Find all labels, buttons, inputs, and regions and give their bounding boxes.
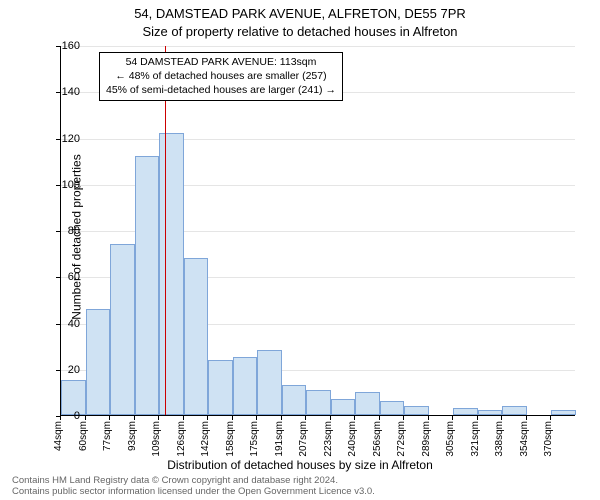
annotation-line2: ← 48% of detached houses are smaller (25…: [106, 69, 336, 83]
y-tick-label: 140: [45, 86, 80, 98]
histogram-plot: 54 DAMSTEAD PARK AVENUE: 113sqm ← 48% of…: [60, 46, 575, 416]
y-tick-mark: [56, 92, 60, 93]
y-tick-label: 100: [45, 179, 80, 191]
x-tick-label: 44sqm: [53, 421, 67, 461]
histogram-bar: [86, 309, 111, 415]
histogram-bar: [110, 244, 135, 415]
x-tick-label: 93sqm: [127, 421, 141, 461]
x-tick-label: 126sqm: [176, 421, 190, 461]
gridline-h: [61, 46, 575, 47]
histogram-bar: [331, 399, 356, 415]
histogram-bar: [184, 258, 209, 415]
x-tick-label: 338sqm: [494, 421, 508, 461]
chart-container: 54, DAMSTEAD PARK AVENUE, ALFRETON, DE55…: [0, 0, 600, 500]
histogram-bar: [257, 350, 282, 415]
x-tick-label: 175sqm: [249, 421, 263, 461]
x-tick-label: 272sqm: [396, 421, 410, 461]
annotation-box: 54 DAMSTEAD PARK AVENUE: 113sqm ← 48% of…: [99, 52, 343, 101]
x-tick-mark: [501, 416, 502, 420]
histogram-bar: [135, 156, 160, 415]
x-tick-label: 60sqm: [78, 421, 92, 461]
reference-line: [165, 46, 166, 415]
page-title-line1: 54, DAMSTEAD PARK AVENUE, ALFRETON, DE55…: [0, 6, 600, 21]
footer-attribution: Contains HM Land Registry data © Crown c…: [12, 476, 375, 498]
x-tick-mark: [85, 416, 86, 420]
y-tick-label: 80: [45, 225, 80, 237]
y-tick-label: 120: [45, 133, 80, 145]
x-tick-mark: [305, 416, 306, 420]
histogram-bar: [502, 406, 527, 415]
histogram-bar: [306, 390, 331, 415]
x-tick-mark: [330, 416, 331, 420]
y-tick-mark: [56, 139, 60, 140]
x-tick-mark: [134, 416, 135, 420]
x-tick-mark: [183, 416, 184, 420]
annotation-line1: 54 DAMSTEAD PARK AVENUE: 113sqm: [106, 55, 336, 69]
x-tick-mark: [452, 416, 453, 420]
x-tick-mark: [477, 416, 478, 420]
x-tick-mark: [207, 416, 208, 420]
y-tick-label: 20: [45, 364, 80, 376]
x-tick-mark: [379, 416, 380, 420]
histogram-bar: [282, 385, 307, 415]
x-tick-label: 370sqm: [543, 421, 557, 461]
x-tick-mark: [281, 416, 282, 420]
histogram-bar: [233, 357, 258, 415]
page-title-line2: Size of property relative to detached ho…: [0, 24, 600, 39]
x-tick-mark: [158, 416, 159, 420]
footer-line2: Contains public sector information licen…: [12, 487, 375, 498]
x-tick-mark: [109, 416, 110, 420]
histogram-bar: [208, 360, 233, 416]
histogram-bar: [355, 392, 380, 415]
y-tick-mark: [56, 277, 60, 278]
histogram-bar: [159, 133, 184, 415]
y-tick-mark: [56, 185, 60, 186]
x-tick-mark: [428, 416, 429, 420]
x-tick-label: 109sqm: [151, 421, 165, 461]
annotation-line3: 45% of semi-detached houses are larger (…: [106, 83, 336, 97]
y-tick-mark: [56, 46, 60, 47]
y-tick-mark: [56, 324, 60, 325]
x-tick-label: 321sqm: [470, 421, 484, 461]
x-tick-label: 305sqm: [445, 421, 459, 461]
x-tick-label: 354sqm: [519, 421, 533, 461]
y-tick-label: 60: [45, 271, 80, 283]
x-tick-mark: [526, 416, 527, 420]
gridline-h: [61, 139, 575, 140]
x-tick-mark: [550, 416, 551, 420]
x-tick-mark: [403, 416, 404, 420]
x-tick-label: 158sqm: [225, 421, 239, 461]
x-tick-mark: [60, 416, 61, 420]
histogram-bar: [478, 410, 503, 415]
x-tick-label: 240sqm: [347, 421, 361, 461]
y-tick-label: 160: [45, 40, 80, 52]
histogram-bar: [380, 401, 405, 415]
histogram-bar: [551, 410, 576, 415]
x-tick-mark: [256, 416, 257, 420]
x-tick-label: 256sqm: [372, 421, 386, 461]
y-tick-mark: [56, 370, 60, 371]
x-tick-label: 77sqm: [102, 421, 116, 461]
y-tick-mark: [56, 231, 60, 232]
histogram-bar: [453, 408, 478, 415]
x-tick-label: 142sqm: [200, 421, 214, 461]
x-tick-label: 191sqm: [274, 421, 288, 461]
x-tick-label: 223sqm: [323, 421, 337, 461]
x-tick-label: 289sqm: [421, 421, 435, 461]
x-tick-mark: [354, 416, 355, 420]
y-tick-label: 40: [45, 318, 80, 330]
histogram-bar: [404, 406, 429, 415]
x-tick-mark: [232, 416, 233, 420]
x-tick-label: 207sqm: [298, 421, 312, 461]
